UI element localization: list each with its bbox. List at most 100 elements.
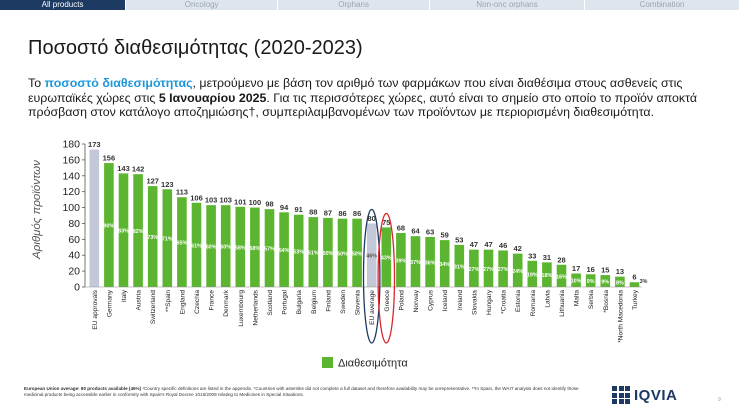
bar-value-label: 143	[117, 164, 130, 173]
bar-value-label: 46	[499, 241, 507, 250]
bar	[454, 244, 465, 287]
y-tick-label: 100	[62, 202, 80, 214]
bar	[483, 249, 494, 287]
page-number: 9	[718, 397, 721, 403]
bar	[585, 274, 596, 287]
bar-percent-label: 27%	[469, 267, 480, 273]
bar-percent-label: 34%	[439, 262, 450, 268]
bar-value-label: 31	[543, 253, 551, 262]
slide-description: Το ποσοστό διαθεσιμότητας, μετρούμενο με…	[28, 76, 718, 120]
bar	[279, 212, 289, 287]
bar-percent-label: 58%	[235, 245, 246, 251]
category-label: Belgium	[311, 289, 318, 313]
bar	[498, 250, 508, 287]
bar-value-label: 86	[353, 209, 361, 218]
bar-value-label: 47	[470, 240, 478, 249]
bar-value-label: 13	[616, 267, 624, 276]
bar	[352, 218, 362, 287]
bar-value-label: 127	[146, 177, 159, 186]
tab-combination[interactable]: Combination	[585, 0, 740, 10]
y-tick-label: 120	[62, 186, 80, 198]
bar-percent-label: 60%	[206, 245, 217, 251]
category-label: Estonia	[515, 290, 522, 312]
bar	[381, 227, 392, 287]
bar	[366, 223, 377, 287]
bar-percent-label: 27%	[498, 267, 509, 273]
bar-percent-label: 57%	[264, 247, 275, 253]
bar-value-label: 28	[557, 255, 565, 264]
category-label: Latvia	[544, 290, 551, 308]
bar-value-label: 59	[441, 231, 449, 240]
bar	[162, 189, 173, 287]
logo-text: IQVIA	[634, 386, 678, 404]
bar-percent-label: 54%	[279, 248, 290, 254]
bar-value-label: 142	[132, 165, 145, 174]
bar	[469, 249, 479, 287]
tab-orphans[interactable]: Orphans	[278, 0, 431, 10]
y-tick-label: 60	[68, 234, 80, 246]
footnote-eu-average: European Union average: 80 products avai…	[24, 386, 142, 391]
y-axis-label: Αριθμός προϊόντων	[31, 160, 43, 260]
bar	[425, 236, 435, 287]
slide-title: Ποσοστό διαθεσιμότητας (2020-2023)	[28, 37, 363, 59]
y-tick-label: 80	[68, 218, 80, 230]
tab-non-onc-orphans[interactable]: Non-onc orphans	[430, 0, 586, 10]
bar-percent-label: 36%	[425, 260, 436, 266]
bar-percent-label: 50%	[337, 251, 348, 257]
bar-percent-label: 9%	[587, 279, 595, 285]
bar-percent-label: 24%	[512, 269, 523, 275]
bar	[571, 273, 581, 287]
category-label: Cyprus	[428, 289, 435, 311]
tab-oncology[interactable]: Oncology	[126, 0, 279, 10]
bar-percent-label: 50%	[352, 251, 363, 257]
category-label: Slovakia	[471, 290, 478, 315]
y-tick-label: 40	[68, 250, 80, 262]
category-label: Ireland	[457, 290, 464, 310]
category-label: Czechia	[194, 290, 201, 314]
bar	[293, 214, 304, 287]
bar-value-label: 80	[368, 214, 376, 223]
bar	[410, 236, 421, 287]
legend-label: Διαθεσιμότητα	[338, 358, 408, 370]
bar-value-label: 100	[249, 198, 262, 207]
bar-value-label: 63	[426, 227, 434, 236]
category-label: Greece	[384, 290, 391, 312]
tab-all-products[interactable]: All products	[0, 0, 127, 10]
bar-percent-label: 27%	[483, 267, 494, 273]
category-label: *Bosnia	[603, 290, 610, 313]
bar-percent-label: 37%	[410, 260, 421, 266]
bar-value-label: 106	[190, 193, 203, 202]
footnote-text: ¹Country specific definitions are listed…	[24, 386, 579, 397]
bar-percent-label: 16%	[556, 274, 567, 280]
bar-percent-label: 58%	[250, 246, 261, 252]
category-label: Germany	[106, 289, 113, 317]
bar-value-label: 6	[632, 273, 636, 282]
category-label: Slovenia	[355, 290, 362, 316]
bar-value-label: 47	[484, 240, 492, 249]
category-label: Netherlands	[252, 289, 259, 325]
bar	[177, 197, 187, 287]
bar-percent-label: 9%	[601, 280, 609, 286]
bar	[220, 205, 231, 287]
bar	[191, 202, 202, 287]
bar-value-label: 68	[397, 223, 405, 232]
bar-percent-label: 65%	[177, 241, 188, 247]
bar	[629, 282, 640, 287]
bar	[337, 218, 348, 287]
bar-value-label: 173	[88, 140, 101, 149]
bar-percent-label: 71%	[162, 237, 173, 243]
bar-value-label: 16	[587, 265, 595, 274]
bar-value-label: 156	[103, 154, 116, 163]
category-label: Denmark	[223, 289, 230, 316]
category-label: England	[179, 290, 186, 315]
top-navigation: All products Oncology Orphans Non-onc or…	[0, 0, 740, 10]
bar	[527, 260, 538, 287]
bar-percent-label: 50%	[323, 251, 334, 257]
desc-text-3: . Για τις περισσότερες χώρες, αυτό είναι…	[28, 90, 697, 120]
bar-percent-label: 31%	[454, 264, 465, 270]
bar	[396, 232, 406, 287]
bar	[118, 173, 129, 287]
bar-value-label: 33	[528, 251, 536, 260]
bar	[512, 253, 523, 287]
category-label: Serbia	[588, 290, 595, 309]
